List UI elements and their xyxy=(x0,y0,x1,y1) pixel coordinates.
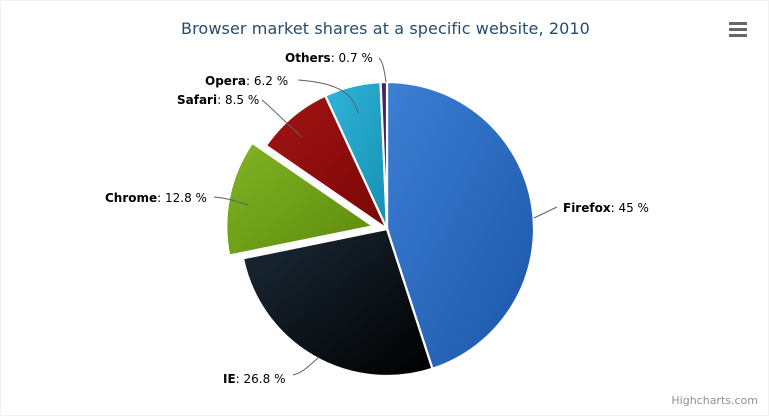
data-label-name: Others xyxy=(285,51,331,65)
connector-chrome xyxy=(213,196,249,206)
data-label-others: Others: 0.7 % xyxy=(285,51,373,65)
data-label-name: Firefox xyxy=(563,201,611,215)
data-label-value: 26.8 % xyxy=(243,372,286,386)
pie-slice-firefox[interactable] xyxy=(385,80,536,371)
data-label-value: 0.7 % xyxy=(338,51,373,65)
data-label-safari: Safari: 8.5 % xyxy=(177,93,260,107)
hamburger-bar xyxy=(729,33,747,37)
data-label-value: 8.5 % xyxy=(224,93,260,107)
pie-slice-chrome[interactable] xyxy=(225,141,377,257)
pie-slice-others[interactable] xyxy=(379,80,389,230)
data-label-chrome: Chrome: 12.8 % xyxy=(105,191,207,205)
data-label-name: IE xyxy=(223,372,236,386)
credits-link[interactable]: Highcharts.com xyxy=(671,394,758,407)
pie-slice-ie[interactable] xyxy=(241,227,434,378)
data-label-connectors xyxy=(213,57,558,376)
connector-safari xyxy=(261,99,303,138)
connector-others xyxy=(378,57,387,83)
data-label-ie: IE: 26.8 % xyxy=(223,372,286,386)
data-label-name: Chrome xyxy=(105,191,158,205)
hamburger-bar xyxy=(729,21,747,25)
hamburger-bar xyxy=(729,27,747,31)
pie-slices xyxy=(225,80,536,378)
data-label-value: 12.8 % xyxy=(165,191,207,205)
connector-ie xyxy=(292,356,320,376)
connector-firefox xyxy=(533,206,558,219)
data-label-firefox: Firefox: 45 % xyxy=(563,201,649,215)
chart-title: Browser market shares at a specific webs… xyxy=(181,19,590,38)
data-label-name: Opera xyxy=(205,74,246,88)
connector-opera xyxy=(297,79,359,114)
data-label-value: 45 % xyxy=(618,201,649,215)
hamburger-icon[interactable] xyxy=(726,18,750,40)
data-label-opera: Opera: 6.2 % xyxy=(205,74,289,88)
data-label-name: Safari xyxy=(177,93,218,107)
data-label-value: 6.2 % xyxy=(253,74,289,88)
